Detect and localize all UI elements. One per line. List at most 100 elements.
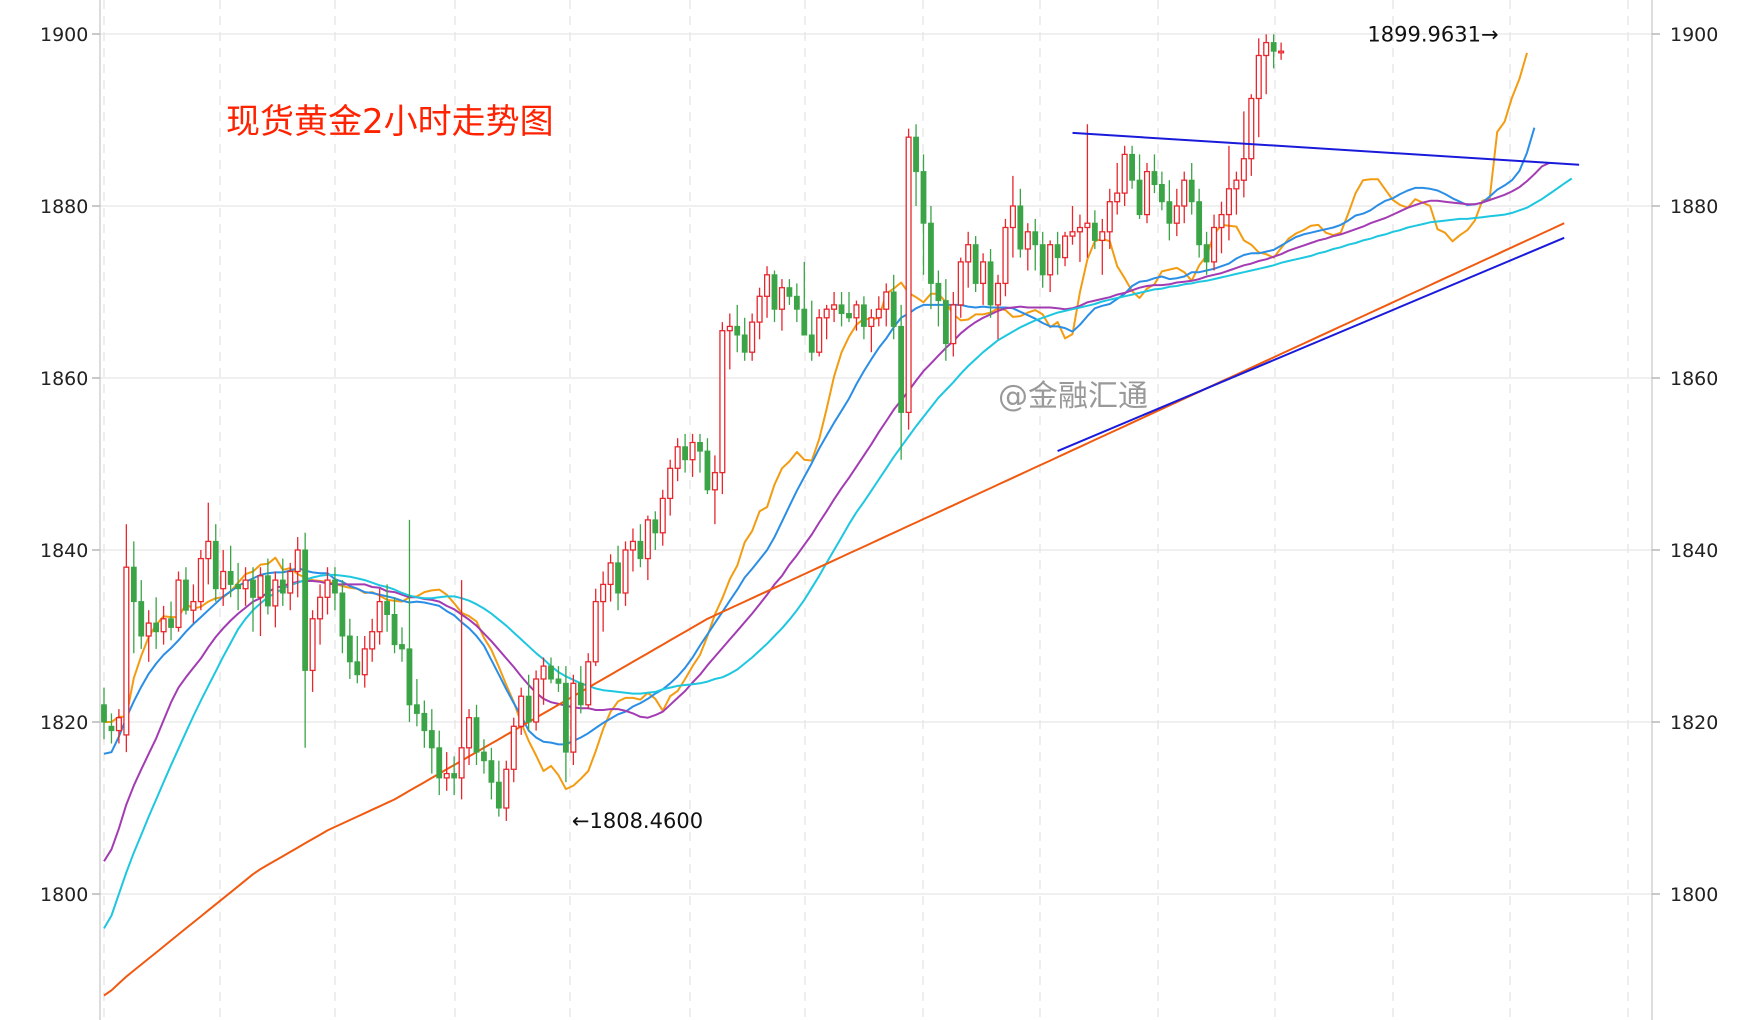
candle-down xyxy=(861,296,867,340)
candle-down xyxy=(279,558,286,606)
candle-body xyxy=(816,317,823,353)
candle-body xyxy=(1084,222,1091,229)
y-tick-label-right: 1860 xyxy=(1670,368,1718,390)
candle-body xyxy=(1225,188,1233,216)
candle-body xyxy=(153,622,160,633)
candle-body xyxy=(942,300,949,345)
candle-body xyxy=(920,171,927,224)
candle-body xyxy=(495,781,502,809)
candle-body xyxy=(778,287,785,310)
candle-up xyxy=(1173,188,1180,237)
candle-up xyxy=(257,567,264,636)
candle-body xyxy=(764,274,771,297)
candle-body xyxy=(160,618,167,633)
candle-body xyxy=(1173,205,1180,224)
candle-down xyxy=(183,567,189,615)
candle-down xyxy=(928,206,934,310)
candle-down xyxy=(265,558,271,615)
candle-up xyxy=(220,550,227,606)
chart-title: 现货黄金2小时走势图 xyxy=(226,102,554,142)
candle-up xyxy=(980,253,987,305)
candle-down xyxy=(548,657,554,684)
candle-up xyxy=(726,313,733,370)
candle-body xyxy=(1009,205,1016,229)
low-price-label: ←1808.4600 xyxy=(572,809,703,833)
candle-body xyxy=(384,601,391,615)
candle-up xyxy=(1263,34,1270,95)
candle-body xyxy=(503,768,510,809)
y-tick-label-left: 1820 xyxy=(40,712,88,734)
candle-body xyxy=(123,566,130,736)
candle-body xyxy=(130,566,137,603)
candle-up xyxy=(1255,38,1262,138)
candle-body xyxy=(548,665,554,680)
candle-body xyxy=(287,570,294,594)
candle-up xyxy=(674,438,681,482)
candle-down xyxy=(130,541,137,654)
candle-down xyxy=(786,279,793,305)
candle-up xyxy=(316,584,324,645)
candle-body xyxy=(704,450,711,491)
candle-down xyxy=(741,317,748,361)
candle-body xyxy=(1039,244,1046,276)
candle-body xyxy=(801,308,808,336)
candle-up xyxy=(756,287,763,340)
candle-body xyxy=(861,304,867,327)
y-tick-label-right: 1840 xyxy=(1670,540,1718,562)
candle-down xyxy=(1136,154,1143,219)
candle-down xyxy=(704,438,711,495)
y-tick-label-left: 1840 xyxy=(40,540,88,562)
candle-up xyxy=(1240,111,1247,198)
candle-body xyxy=(1121,153,1128,194)
candle-body xyxy=(793,295,800,310)
candle-down xyxy=(488,747,495,800)
candle-down xyxy=(1032,218,1039,271)
candle-body xyxy=(674,446,681,469)
candle-body xyxy=(1248,97,1255,160)
candle-body xyxy=(346,635,353,663)
candle-up xyxy=(622,541,629,606)
candle-down xyxy=(339,580,346,654)
candle-up xyxy=(570,674,577,765)
candle-down xyxy=(428,709,435,774)
candle-body xyxy=(257,575,264,598)
candle-down xyxy=(637,524,644,568)
y-tick-label-left: 1800 xyxy=(40,884,88,906)
candle-down xyxy=(1188,163,1195,215)
candle-down xyxy=(481,739,487,774)
candle-up xyxy=(1278,42,1285,60)
candle-body xyxy=(756,295,763,323)
candle-up xyxy=(369,618,376,662)
trendline-resistance xyxy=(1072,131,1580,166)
candle-body xyxy=(533,678,540,723)
candle-body xyxy=(316,596,324,620)
candle-down xyxy=(987,249,994,318)
candle-body xyxy=(205,540,212,560)
candle-body xyxy=(726,325,733,332)
candle-down xyxy=(920,154,927,275)
candle-body xyxy=(1166,201,1173,224)
candle-body xyxy=(1151,171,1158,186)
candle-down xyxy=(332,567,338,611)
candle-body xyxy=(838,304,845,314)
candle-down xyxy=(227,545,234,598)
candle-down xyxy=(346,618,353,679)
candle-up xyxy=(1248,94,1255,176)
candle-body xyxy=(414,704,420,714)
candle-body xyxy=(615,562,621,594)
ma-line-4 xyxy=(103,177,1573,929)
candle-down xyxy=(1129,145,1135,189)
candle-body xyxy=(391,614,398,646)
candle-up xyxy=(592,588,599,667)
candle-up xyxy=(957,257,964,318)
candle-down xyxy=(101,687,107,740)
candle-up xyxy=(123,524,130,753)
candle-up xyxy=(1143,163,1151,224)
candle-up xyxy=(272,571,279,628)
candle-up xyxy=(1084,124,1091,258)
candle-up xyxy=(1076,214,1084,262)
candle-up xyxy=(585,653,592,710)
candle-body xyxy=(644,519,651,560)
